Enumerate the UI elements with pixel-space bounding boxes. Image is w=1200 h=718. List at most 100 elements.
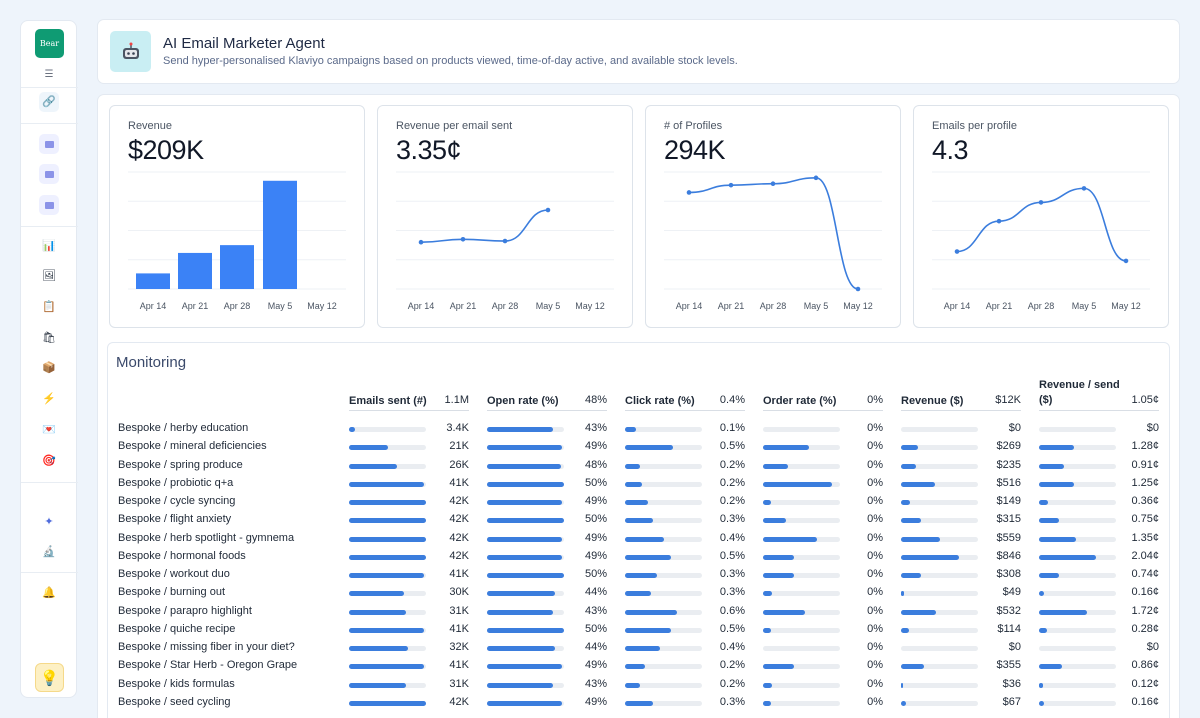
cell-value: $559 bbox=[996, 531, 1021, 544]
value-bar bbox=[487, 700, 564, 706]
cell-value: 0.5% bbox=[719, 622, 745, 635]
sparkle-icon[interactable]: ✦ bbox=[44, 515, 54, 528]
cell-value: 0.75¢ bbox=[1131, 513, 1159, 526]
value-bar-fill bbox=[487, 481, 564, 487]
lightbulb-icon[interactable]: 💡 bbox=[35, 663, 64, 692]
cell-value: 1.35¢ bbox=[1131, 531, 1159, 544]
value-bar bbox=[901, 682, 978, 688]
cell-value: $0 bbox=[1008, 422, 1021, 434]
folder-icon[interactable] bbox=[39, 134, 59, 154]
x-tick-label: Apr 28 bbox=[1028, 301, 1055, 311]
bolt-icon[interactable]: ⚡ bbox=[42, 392, 56, 405]
folder-icon[interactable] bbox=[39, 164, 59, 184]
bar-chart-icon[interactable]: 📊 bbox=[42, 239, 56, 252]
value-bar-fill bbox=[901, 609, 936, 615]
x-tick-label: Apr 14 bbox=[140, 301, 167, 311]
cell-value: $0 bbox=[1146, 422, 1159, 434]
cell-value: 0.12¢ bbox=[1131, 677, 1159, 690]
clipboard-icon[interactable]: 📋 bbox=[42, 300, 56, 313]
value-bar bbox=[763, 481, 840, 487]
x-tick-label: Apr 21 bbox=[986, 301, 1013, 311]
column-divider bbox=[901, 410, 1021, 411]
cell-value: 0% bbox=[867, 476, 883, 489]
value-bar-fill bbox=[1039, 609, 1087, 615]
value-bar bbox=[349, 427, 426, 432]
column-total: 1.1M bbox=[444, 394, 469, 406]
value-bar-fill bbox=[487, 591, 555, 597]
value-bar bbox=[901, 627, 978, 633]
row-label: Bespoke / herb spotlight - gymnema bbox=[118, 531, 295, 544]
value-bar bbox=[763, 609, 840, 615]
box-icon[interactable]: 📦 bbox=[42, 361, 56, 374]
cell-value: 31K bbox=[449, 677, 469, 690]
folder-icon[interactable] bbox=[39, 195, 59, 215]
value-bar bbox=[487, 554, 564, 560]
cell-value: 42K bbox=[449, 513, 469, 526]
kpi-card-revenue-per-email: Revenue per email sent 3.35¢ Apr 14 Apr 2… bbox=[377, 105, 633, 328]
value-bar-fill bbox=[763, 481, 832, 487]
gift-icon[interactable]: 🛍 bbox=[42, 331, 56, 344]
value-bar bbox=[1039, 427, 1116, 432]
value-bar-fill bbox=[901, 700, 906, 706]
value-bar-fill bbox=[901, 554, 959, 560]
value-bar-fill bbox=[625, 481, 642, 487]
value-bar bbox=[1039, 536, 1116, 542]
cell-value: 49% bbox=[584, 531, 607, 544]
cell-value: 1.25¢ bbox=[1131, 476, 1159, 489]
value-bar bbox=[901, 664, 978, 670]
cell-value: 0% bbox=[867, 641, 883, 653]
image-icon[interactable]: 🖼 bbox=[42, 269, 56, 282]
value-bar bbox=[625, 427, 702, 432]
value-bar bbox=[901, 427, 978, 432]
x-tick-label: May 5 bbox=[1072, 301, 1097, 311]
value-bar bbox=[1039, 700, 1116, 706]
cell-value: 0.5% bbox=[719, 440, 745, 453]
value-bar bbox=[349, 682, 426, 688]
value-bar bbox=[625, 445, 702, 451]
value-bar bbox=[763, 536, 840, 542]
x-tick-label: May 12 bbox=[575, 301, 605, 311]
row-label: Bespoke / Star Herb - Oregon Grape bbox=[118, 659, 298, 672]
target-icon[interactable]: 🎯 bbox=[42, 454, 56, 467]
value-bar bbox=[1039, 682, 1116, 688]
data-point bbox=[813, 175, 819, 181]
value-bar bbox=[487, 664, 564, 670]
value-bar bbox=[625, 573, 702, 578]
x-tick-label: May 5 bbox=[536, 301, 561, 311]
value-bar bbox=[1039, 591, 1116, 597]
cell-value: $235 bbox=[996, 458, 1021, 471]
link-icon[interactable]: 🔗 bbox=[39, 92, 59, 112]
value-bar-fill bbox=[901, 682, 903, 688]
value-bar-fill bbox=[349, 481, 424, 487]
column-divider bbox=[625, 410, 745, 411]
kpi-label: Revenue bbox=[128, 120, 173, 132]
value-bar bbox=[763, 500, 840, 505]
value-bar-fill bbox=[487, 554, 562, 560]
value-bar bbox=[487, 627, 564, 633]
value-bar bbox=[487, 573, 564, 578]
logo[interactable]: Bear bbox=[35, 29, 64, 58]
value-bar bbox=[625, 682, 702, 688]
row-label: Bespoke / parapro highlight bbox=[118, 604, 252, 617]
heart-icon[interactable]: 💌 bbox=[42, 423, 56, 436]
cell-value: 41K bbox=[449, 622, 469, 635]
kpi-card-emails-per-profile: Emails per profile 4.3 Apr 14 Apr 21 Apr 2… bbox=[913, 105, 1169, 328]
cell-value: 48% bbox=[584, 458, 607, 471]
value-bar bbox=[487, 463, 564, 469]
bar bbox=[263, 180, 297, 289]
cell-value: 42K bbox=[449, 549, 469, 562]
cell-value: $149 bbox=[996, 495, 1021, 507]
cell-value: 41K bbox=[449, 568, 469, 580]
x-tick-label: Apr 21 bbox=[450, 301, 477, 311]
microscope-icon[interactable]: 🔬 bbox=[42, 545, 56, 558]
value-bar-fill bbox=[487, 445, 562, 451]
value-bar-fill bbox=[487, 427, 553, 432]
value-bar-fill bbox=[487, 536, 562, 542]
data-point bbox=[770, 181, 776, 186]
x-tick-label: May 5 bbox=[804, 301, 829, 311]
cell-value: $36 bbox=[1002, 677, 1021, 690]
bell-icon[interactable]: 🔔 bbox=[42, 586, 56, 599]
value-bar-fill bbox=[625, 627, 671, 633]
value-bar bbox=[1039, 518, 1116, 524]
menu-icon[interactable]: ☰ bbox=[44, 69, 54, 80]
